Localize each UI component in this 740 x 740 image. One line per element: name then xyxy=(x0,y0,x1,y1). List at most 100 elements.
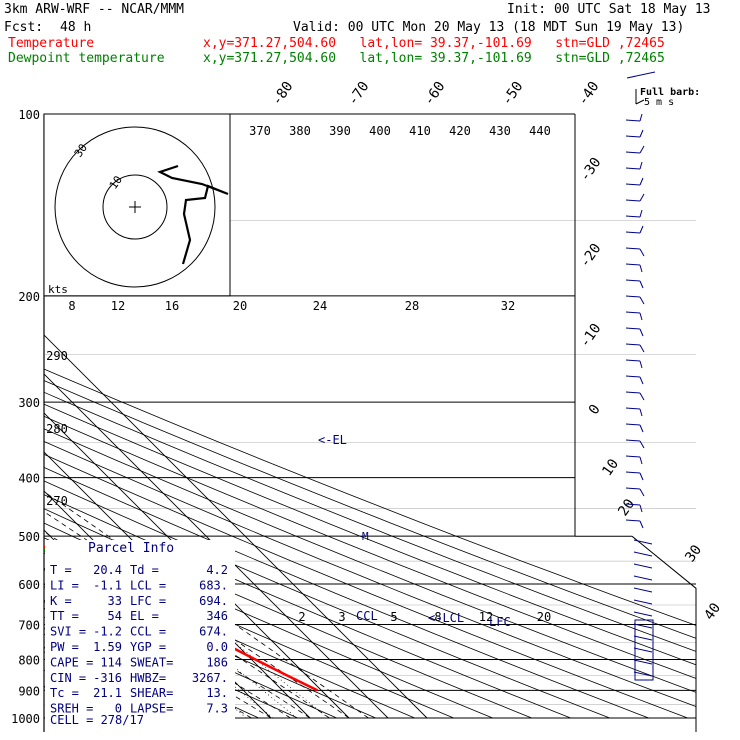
temperature-legend: Temperature xyxy=(8,36,95,51)
parcel-label: PW = xyxy=(50,640,79,654)
wind-barb xyxy=(625,151,641,154)
wind-barb xyxy=(639,225,644,234)
parcel-value: -1.2 xyxy=(93,625,122,639)
wind-barb xyxy=(625,487,641,490)
parcel-value: 21.1 xyxy=(93,686,122,700)
wind-barb xyxy=(625,455,641,458)
forecast-hours: 48 h xyxy=(60,20,92,35)
wind-barb xyxy=(639,344,645,353)
wind-barb xyxy=(633,575,653,581)
isotherm-label: 30 xyxy=(682,542,705,565)
m-marker: M xyxy=(362,530,369,543)
wind-barb xyxy=(633,611,653,617)
parcel-label: Td = xyxy=(130,563,159,577)
wind-barb xyxy=(625,311,641,314)
thetae-label: 20 xyxy=(233,299,247,313)
parcel-value: 683. xyxy=(199,578,228,592)
wind-barb xyxy=(625,183,641,186)
wind-barb xyxy=(625,231,641,234)
parcel-value: -1.1 xyxy=(93,578,122,592)
wind-barb xyxy=(639,145,645,154)
parcel-value: 0.0 xyxy=(206,640,228,654)
thetae-label: 16 xyxy=(165,299,179,313)
wind-barb xyxy=(625,263,641,266)
temperature-profile xyxy=(44,545,319,692)
wind-barb xyxy=(639,472,644,481)
model-title: 3km ARW-WRF -- NCAR/MMM xyxy=(4,2,185,17)
parcel-value: 7.3 xyxy=(206,702,228,716)
hodograph-ring-label: 10 xyxy=(107,173,125,191)
dry-adiabat xyxy=(44,453,688,719)
pressure-tick-label: 600 xyxy=(18,578,40,592)
wind-barb xyxy=(639,296,645,305)
mixing-ratio-label: 12 xyxy=(479,610,493,624)
parcel-value: 1.59 xyxy=(93,640,122,654)
parcel-label: HWBZ= xyxy=(130,671,166,685)
wind-barb xyxy=(639,312,643,321)
isotherm-label: -40 xyxy=(575,79,603,109)
dry-adiabat xyxy=(44,467,649,719)
wind-barb xyxy=(633,551,653,557)
wind-barb xyxy=(639,193,645,202)
wind-barb xyxy=(639,113,643,122)
mixing-ratio-label: 20 xyxy=(537,610,551,624)
lfc-marker: LFC xyxy=(489,615,511,629)
wind-barb xyxy=(625,343,641,346)
hodograph-ring-10 xyxy=(102,174,168,240)
mixing-ratio-label: 8 xyxy=(434,610,441,624)
wind-barb xyxy=(633,659,653,665)
theta-label: 400 xyxy=(369,124,391,138)
wind-barb xyxy=(625,199,641,202)
isotherm-label: -20 xyxy=(577,241,605,271)
wind-barb xyxy=(625,119,641,122)
parcel-label: EL = xyxy=(130,609,159,623)
init-time: Init: 00 UTC Sat 18 May 13 xyxy=(507,2,711,17)
wind-barb xyxy=(625,135,641,138)
thetae-label: 24 xyxy=(313,299,327,313)
theta-label: 290 xyxy=(46,349,68,363)
parcel-label: SHEAR= xyxy=(130,686,173,700)
wind-barb xyxy=(625,423,641,426)
dewpoint-location: x,y=371.27,504.60 lat,lon= 39.37,-101.69… xyxy=(203,51,665,66)
dry-adiabat xyxy=(44,391,696,652)
parcel-label: SVI = xyxy=(50,625,86,639)
parcel-value: 114 xyxy=(100,655,122,669)
isotherm xyxy=(44,334,428,719)
wind-barb xyxy=(625,439,641,442)
parcel-info-panel xyxy=(45,540,235,730)
el-marker: <-EL xyxy=(318,433,347,447)
pressure-tick-label: 1000 xyxy=(11,712,40,726)
wind-barb xyxy=(639,161,643,170)
isotherm-label: -80 xyxy=(269,79,297,109)
isotherm-label: -70 xyxy=(345,79,373,109)
parcel-value: 4.2 xyxy=(206,563,228,577)
isotherm-label: -60 xyxy=(421,79,449,109)
wind-barb xyxy=(639,440,645,449)
theta-label: 430 xyxy=(489,124,511,138)
thetae-label: 8 xyxy=(68,299,75,313)
wind-barb xyxy=(625,215,641,218)
theta-label: 440 xyxy=(529,124,551,138)
theta-label: 390 xyxy=(329,124,351,138)
wind-barb xyxy=(626,71,656,79)
parcel-value: 54 xyxy=(108,609,122,623)
wind-barb xyxy=(639,280,644,289)
theta-label: 270 xyxy=(46,494,68,508)
parcel-label: T = xyxy=(50,563,72,577)
wind-barb xyxy=(625,295,641,298)
wind-barb xyxy=(639,504,643,513)
mixing-ratio-label: 2 xyxy=(298,610,305,624)
barb-unit-label: 5 m s xyxy=(644,97,674,108)
valid-time: Valid: 00 UTC Mon 20 May 13 (18 MDT Sun … xyxy=(293,20,685,35)
thetae-label: 12 xyxy=(111,299,125,313)
wind-barb xyxy=(625,359,641,362)
pressure-tick-label: 900 xyxy=(18,684,40,698)
wind-barb xyxy=(633,647,653,653)
parcel-label: CCL = xyxy=(130,625,166,639)
hodograph-ring-30 xyxy=(54,126,216,288)
theta-label: 420 xyxy=(449,124,471,138)
dry-adiabat xyxy=(44,415,696,679)
dewpoint-legend: Dewpoint temperature xyxy=(8,51,165,66)
wind-barb xyxy=(639,360,643,369)
